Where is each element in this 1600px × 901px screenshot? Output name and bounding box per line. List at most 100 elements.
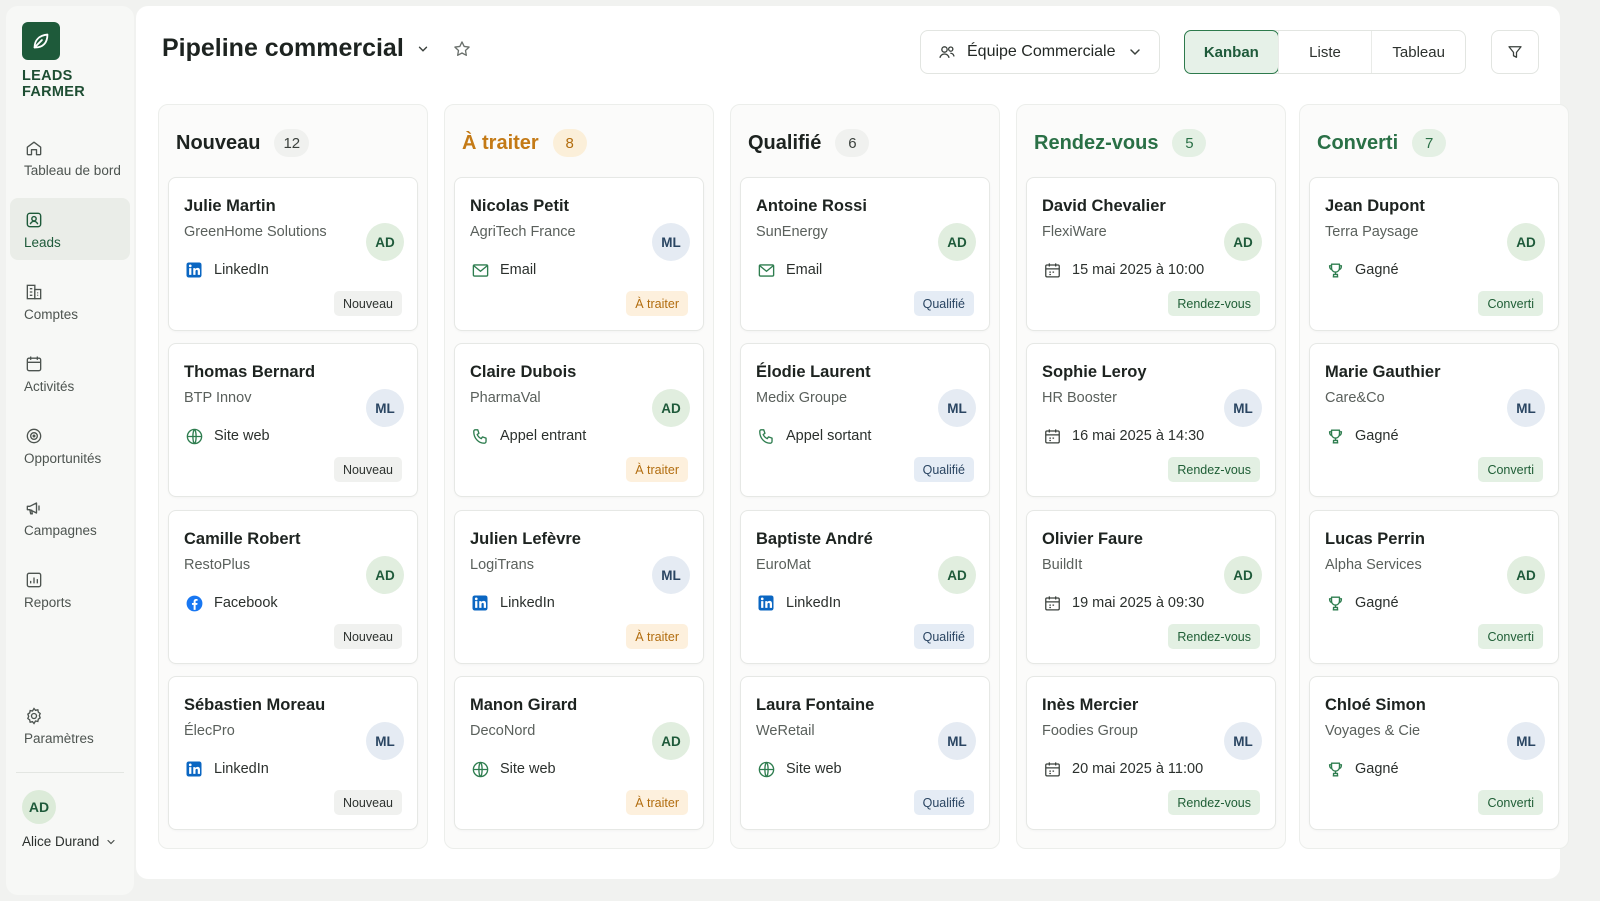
nav-item-activities[interactable]: Activités: [10, 342, 130, 404]
lead-source-label: Appel entrant: [500, 428, 587, 444]
lead-card[interactable]: Chloé Simon Voyages & Cie Gagné ML Converti: [1309, 676, 1559, 830]
owner-avatar[interactable]: ML: [938, 722, 976, 760]
status-badge: À traiter: [626, 291, 688, 316]
owner-avatar[interactable]: ML: [1507, 389, 1545, 427]
owner-avatar[interactable]: AD: [1224, 556, 1262, 594]
lead-card[interactable]: Sébastien Moreau ÉlecPro LinkedIn ML Nouveau: [168, 676, 418, 830]
lead-company: Medix Groupe: [756, 390, 848, 406]
lead-card[interactable]: Jean Dupont Terra Paysage Gagné AD Converti: [1309, 177, 1559, 331]
lead-name: Camille Robert: [184, 530, 301, 548]
nav-item-settings[interactable]: Paramètres: [10, 694, 130, 756]
lead-name: Olivier Faure: [1042, 530, 1143, 548]
lead-card[interactable]: Thomas Bernard BTP Innov Site web ML Nouveau: [168, 343, 418, 497]
filter-button[interactable]: [1491, 30, 1539, 74]
owner-avatar[interactable]: ML: [938, 389, 976, 427]
view-switch: Kanban Liste Tableau: [1184, 30, 1466, 74]
lead-name: Thomas Bernard: [184, 363, 316, 381]
nav-item-campaigns[interactable]: Campagnes: [10, 486, 130, 548]
globe-icon: [756, 759, 776, 779]
lead-card[interactable]: Élodie Laurent Medix Groupe Appel sortant M…: [740, 343, 990, 497]
view-table-button[interactable]: Tableau: [1371, 31, 1465, 73]
nav-item-reports[interactable]: Reports: [10, 558, 130, 620]
nav-item-dashboard[interactable]: Tableau de bord: [10, 126, 130, 188]
owner-avatar[interactable]: ML: [366, 389, 404, 427]
lead-company: PharmaVal: [470, 390, 541, 406]
lead-source: Gagné: [1325, 593, 1399, 613]
nav-label: Tableau de bord: [24, 163, 121, 178]
lead-card[interactable]: Nicolas Petit AgriTech France Email ML À tra…: [454, 177, 704, 331]
owner-avatar[interactable]: AD: [366, 223, 404, 261]
user-menu[interactable]: AD Alice Durand: [22, 790, 117, 849]
status-badge: Nouveau: [333, 291, 402, 316]
owner-avatar[interactable]: AD: [652, 722, 690, 760]
page-title: Pipeline commercial: [162, 34, 404, 62]
owner-avatar[interactable]: ML: [652, 556, 690, 594]
lead-card[interactable]: Marie Gauthier Care&Co Gagné ML Converti: [1309, 343, 1559, 497]
home-icon: [26, 141, 42, 156]
brand-logo[interactable]: LEADS FARMER: [22, 22, 85, 100]
owner-avatar[interactable]: AD: [938, 556, 976, 594]
lead-source-label: 20 mai 2025 à 11:00: [1072, 761, 1204, 777]
lead-source: Facebook: [184, 593, 278, 613]
owner-avatar[interactable]: AD: [652, 389, 690, 427]
lead-source-label: Site web: [786, 761, 842, 777]
lead-card[interactable]: Manon Girard DecoNord Site web AD À traiter: [454, 676, 704, 830]
owner-avatar[interactable]: ML: [1224, 722, 1262, 760]
lead-card[interactable]: Sophie Leroy HR Booster 16 mai 2025 à 14:3…: [1026, 343, 1276, 497]
owner-avatar[interactable]: ML: [366, 722, 404, 760]
status-badge: Converti: [1478, 624, 1543, 649]
nav-label: Comptes: [24, 307, 79, 322]
status-badge: Rendez-vous: [1168, 291, 1260, 316]
lead-name: Élodie Laurent: [756, 363, 871, 381]
linkedin-icon: [184, 260, 204, 280]
lead-card[interactable]: Lucas Perrin Alpha Services Gagné AD Convert…: [1309, 510, 1559, 664]
title-dropdown-chevron-icon[interactable]: [416, 42, 430, 56]
nav-item-accounts[interactable]: Comptes: [10, 270, 130, 332]
lead-source: Email: [756, 260, 822, 280]
view-kanban-button[interactable]: Kanban: [1184, 30, 1279, 74]
kanban-column: Rendez-vous 5 David Chevalier FlexiWare 15 m…: [1016, 104, 1286, 849]
nav-label: Leads: [24, 235, 61, 250]
lead-card[interactable]: Laura Fontaine WeRetail Site web ML Qualifié: [740, 676, 990, 830]
lead-card[interactable]: Olivier Faure BuildIt 19 mai 2025 à 09:30 A…: [1026, 510, 1276, 664]
kanban-column: Qualifié 6 Antoine Rossi SunEnergy Email AD Qu…: [730, 104, 1000, 849]
lead-name: Manon Girard: [470, 696, 578, 714]
owner-avatar[interactable]: AD: [1224, 223, 1262, 261]
owner-avatar[interactable]: ML: [1507, 722, 1545, 760]
nav-item-leads[interactable]: Leads: [10, 198, 130, 260]
column-title: À traiter: [462, 131, 539, 154]
linkedin-icon: [184, 759, 204, 779]
lead-company: HR Booster: [1042, 390, 1117, 406]
nav-item-opportunities[interactable]: Opportunités: [10, 414, 130, 476]
phone-icon: [756, 426, 776, 446]
lead-card[interactable]: David Chevalier FlexiWare 15 mai 2025 à 10…: [1026, 177, 1276, 331]
owner-avatar[interactable]: AD: [366, 556, 404, 594]
team-select[interactable]: Équipe Commerciale: [920, 30, 1160, 74]
column-header: Qualifié 6: [748, 129, 870, 157]
owner-avatar[interactable]: ML: [1224, 389, 1262, 427]
lead-card[interactable]: Baptiste André EuroMat LinkedIn AD Qualifié: [740, 510, 990, 664]
status-badge: À traiter: [626, 457, 688, 482]
megaphone-icon: [26, 502, 40, 515]
nav-label: Activités: [24, 379, 75, 394]
lead-card[interactable]: Antoine Rossi SunEnergy Email AD Qualifié: [740, 177, 990, 331]
owner-avatar[interactable]: AD: [1507, 223, 1545, 261]
lead-card[interactable]: Inès Mercier Foodies Group 20 mai 2025 à 1…: [1026, 676, 1276, 830]
lead-card[interactable]: Camille Robert RestoPlus Facebook AD Nouveau: [168, 510, 418, 664]
lead-card[interactable]: Julien Lefèvre LogiTrans LinkedIn ML À trait…: [454, 510, 704, 664]
lead-source-label: Gagné: [1355, 761, 1399, 777]
lead-source: Gagné: [1325, 759, 1399, 779]
lead-source: 19 mai 2025 à 09:30: [1042, 593, 1204, 613]
lead-source: LinkedIn: [184, 759, 269, 779]
owner-avatar[interactable]: AD: [1507, 556, 1545, 594]
owner-avatar[interactable]: ML: [652, 223, 690, 261]
lead-card[interactable]: Julie Martin GreenHome Solutions LinkedIn A…: [168, 177, 418, 331]
star-icon[interactable]: [452, 39, 472, 59]
owner-avatar[interactable]: AD: [938, 223, 976, 261]
lead-company: LogiTrans: [470, 557, 534, 573]
lead-name: Julie Martin: [184, 197, 276, 215]
lead-source-label: Appel sortant: [786, 428, 872, 444]
view-list-button[interactable]: Liste: [1277, 31, 1372, 73]
lead-company: Foodies Group: [1042, 723, 1138, 739]
lead-card[interactable]: Claire Dubois PharmaVal Appel entrant AD À t…: [454, 343, 704, 497]
